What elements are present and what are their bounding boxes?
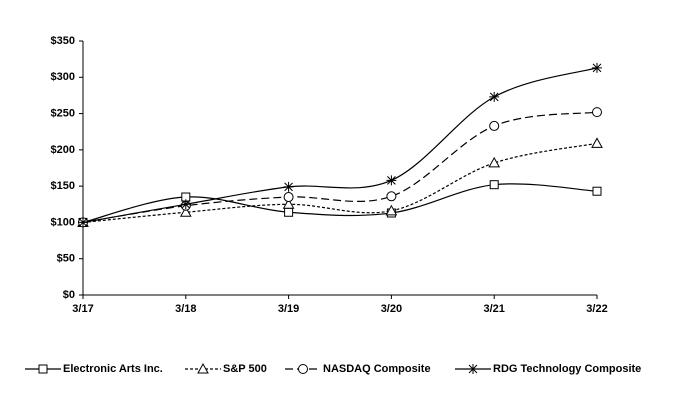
y-tick-label: $150 bbox=[51, 180, 75, 192]
marker bbox=[592, 107, 602, 118]
marker bbox=[385, 204, 398, 216]
x-tick-label: 3/18 bbox=[175, 303, 196, 315]
marker bbox=[283, 181, 294, 192]
legend-marker bbox=[38, 364, 48, 374]
legend-label: RDG Technology Composite bbox=[493, 363, 641, 375]
legend-label: S&P 500 bbox=[223, 363, 267, 375]
marker bbox=[179, 206, 192, 217]
x-tick-label: 3/19 bbox=[278, 303, 299, 315]
y-tick-label: $250 bbox=[51, 107, 75, 119]
legend-label: NASDAQ Composite bbox=[323, 363, 431, 375]
y-tick-label: $300 bbox=[51, 71, 75, 83]
marker bbox=[489, 120, 500, 131]
series-line bbox=[82, 142, 598, 224]
marker bbox=[488, 156, 501, 168]
marker bbox=[284, 207, 294, 217]
legend-marker bbox=[298, 364, 308, 374]
x-tick-label: 3/22 bbox=[586, 303, 607, 315]
y-tick-label: $200 bbox=[51, 144, 75, 156]
series-line bbox=[82, 111, 598, 224]
series-line bbox=[82, 183, 598, 224]
marker bbox=[592, 62, 602, 73]
x-tick-label: 3/17 bbox=[72, 303, 93, 315]
marker bbox=[386, 191, 397, 202]
y-tick-label: $100 bbox=[51, 216, 75, 228]
marker bbox=[283, 192, 294, 203]
marker bbox=[592, 186, 602, 196]
legend-marker bbox=[468, 364, 478, 374]
marker bbox=[180, 199, 191, 210]
marker bbox=[282, 198, 295, 209]
x-tick-label: 3/20 bbox=[381, 303, 402, 315]
y-tick-label: $50 bbox=[57, 253, 75, 265]
marker bbox=[489, 180, 499, 190]
y-tick-label: $0 bbox=[63, 289, 75, 301]
marker bbox=[78, 217, 88, 228]
y-tick-label: $350 bbox=[51, 35, 75, 47]
series-line bbox=[82, 67, 598, 224]
x-tick-label: 3/21 bbox=[483, 303, 504, 315]
marker bbox=[386, 175, 397, 186]
legend-marker bbox=[197, 362, 209, 374]
marker bbox=[489, 91, 500, 102]
legend-label: Electronic Arts Inc. bbox=[63, 363, 163, 375]
marker bbox=[591, 137, 603, 148]
